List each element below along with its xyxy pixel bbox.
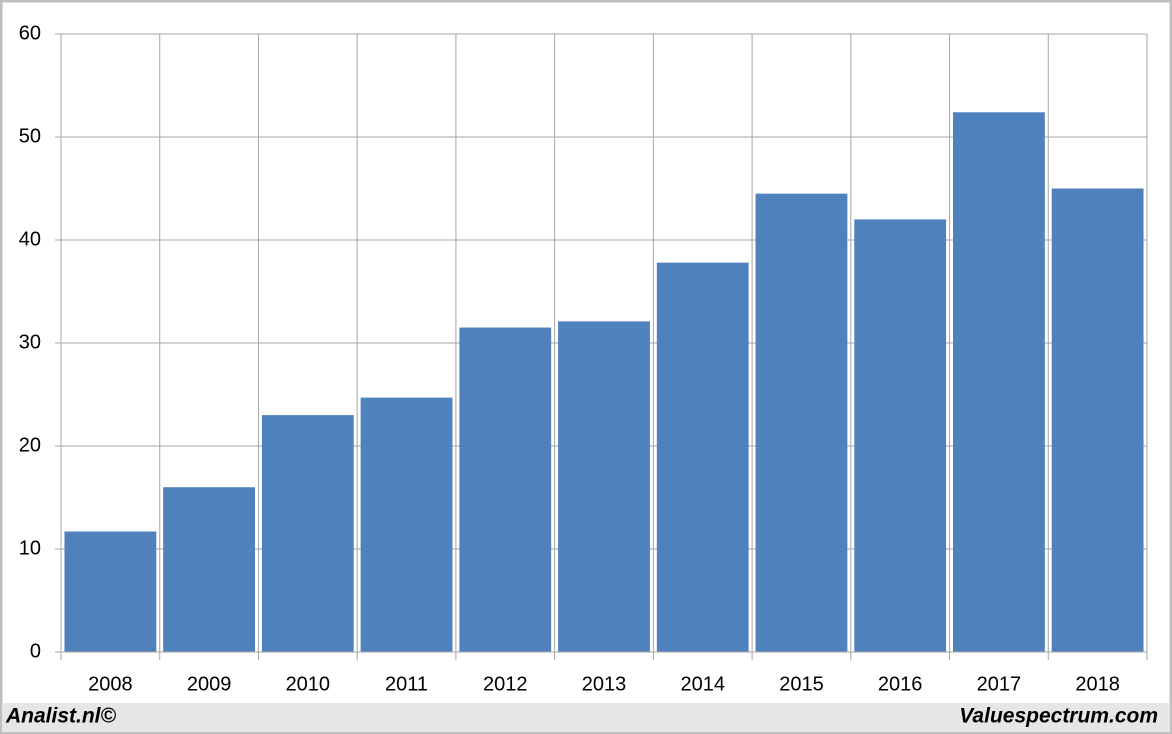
x-tick-label: 2008	[88, 673, 133, 695]
bar	[558, 321, 650, 652]
y-tick-label: 20	[19, 434, 41, 456]
bar	[459, 327, 552, 652]
footer-bar	[2, 703, 1170, 732]
bar	[656, 262, 749, 652]
x-tick-label: 2018	[1075, 673, 1120, 695]
footer-left: Analist.nl©	[5, 705, 117, 728]
footer-right: Valuespectrum.com	[959, 705, 1158, 728]
bar	[64, 531, 157, 652]
x-tick-label: 2016	[878, 673, 923, 695]
bar	[163, 487, 255, 652]
x-tick-label: 2011	[385, 673, 428, 695]
bar	[953, 112, 1045, 652]
x-tick-label: 2009	[187, 673, 232, 695]
y-tick-label: 60	[19, 22, 41, 44]
bar	[261, 415, 354, 652]
bar	[854, 219, 947, 652]
bar	[755, 193, 848, 652]
bar	[360, 397, 453, 652]
x-tick-label: 2014	[680, 673, 725, 695]
x-tick-label: 2015	[779, 673, 824, 695]
bar	[1051, 188, 1144, 652]
x-tick-label: 2017	[977, 673, 1022, 695]
y-tick-label: 30	[19, 331, 41, 353]
y-tick-label: 40	[19, 228, 41, 250]
y-tick-label: 50	[19, 125, 41, 147]
y-tick-label: 0	[30, 640, 41, 662]
x-tick-label: 2013	[582, 673, 627, 695]
y-tick-label: 10	[19, 537, 41, 559]
x-tick-label: 2012	[483, 673, 528, 695]
x-tick-label: 2010	[286, 673, 331, 695]
